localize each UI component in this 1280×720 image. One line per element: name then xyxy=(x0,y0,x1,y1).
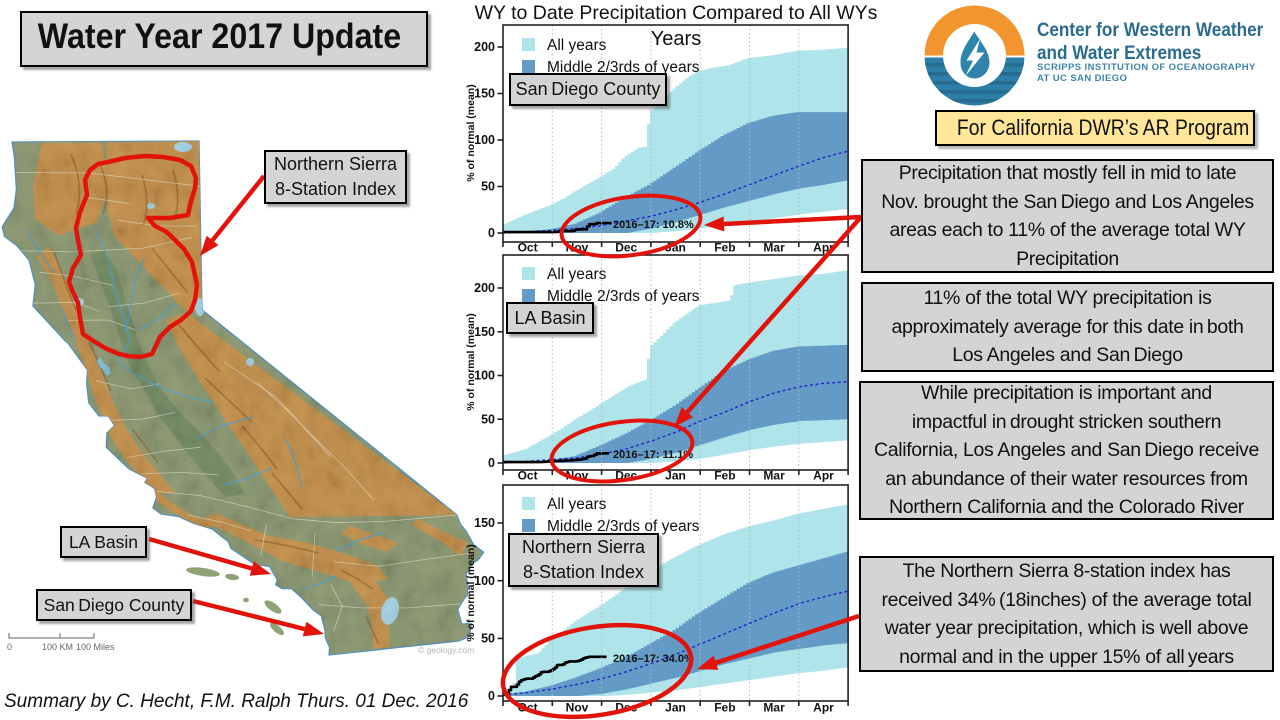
svg-text:150: 150 xyxy=(474,325,495,339)
svg-text:Feb: Feb xyxy=(714,469,735,483)
svg-text:Jan: Jan xyxy=(665,469,686,483)
svg-text:Mar: Mar xyxy=(763,241,785,255)
svg-text:Oct: Oct xyxy=(518,241,538,255)
svg-text:Mar: Mar xyxy=(763,701,785,715)
svg-text:0: 0 xyxy=(488,456,495,470)
svg-text:150: 150 xyxy=(474,87,495,101)
svg-text:100 KM: 100 KM xyxy=(42,642,73,652)
svg-text:50: 50 xyxy=(481,632,495,646)
svg-text:Mar: Mar xyxy=(763,469,785,483)
svg-text:% of normal (mean): % of normal (mean) xyxy=(465,544,477,641)
svg-text:Feb: Feb xyxy=(714,241,735,255)
svg-text:2016–17: 11.1%: 2016–17: 11.1% xyxy=(613,449,693,461)
svg-text:100 Miles: 100 Miles xyxy=(76,642,115,652)
svg-text:Apr: Apr xyxy=(813,469,834,483)
svg-text:% of normal (mean): % of normal (mean) xyxy=(465,313,477,410)
svg-text:0: 0 xyxy=(488,689,495,703)
svg-text:Jan: Jan xyxy=(665,701,686,715)
svg-text:Dec: Dec xyxy=(615,241,637,255)
svg-text:All years: All years xyxy=(547,37,607,54)
svg-text:© geology.com: © geology.com xyxy=(418,645,474,655)
svg-text:Feb: Feb xyxy=(714,701,735,715)
svg-text:0: 0 xyxy=(7,642,12,652)
svg-text:200: 200 xyxy=(474,281,495,295)
svg-text:100: 100 xyxy=(474,574,495,588)
svg-text:Nov: Nov xyxy=(566,701,589,715)
svg-text:150: 150 xyxy=(474,516,495,530)
svg-text:Apr: Apr xyxy=(813,701,834,715)
svg-text:50: 50 xyxy=(481,412,495,426)
svg-text:2016–17: 10.8%: 2016–17: 10.8% xyxy=(613,219,694,231)
svg-text:0: 0 xyxy=(488,226,495,240)
svg-text:2016–17: 34.0%: 2016–17: 34.0% xyxy=(613,653,694,665)
svg-text:Middle 2/3rds of years: Middle 2/3rds of years xyxy=(547,288,700,305)
svg-text:100: 100 xyxy=(474,133,495,147)
svg-text:200: 200 xyxy=(474,40,495,54)
svg-text:Middle 2/3rds of years: Middle 2/3rds of years xyxy=(547,59,700,76)
svg-text:% of normal (mean): % of normal (mean) xyxy=(465,84,477,181)
svg-text:50: 50 xyxy=(481,180,495,194)
svg-text:Middle 2/3rds of years: Middle 2/3rds of years xyxy=(547,518,700,535)
svg-text:Oct: Oct xyxy=(518,469,538,483)
svg-text:100: 100 xyxy=(474,369,495,383)
svg-text:All years: All years xyxy=(547,266,607,283)
svg-text:All years: All years xyxy=(547,496,607,513)
